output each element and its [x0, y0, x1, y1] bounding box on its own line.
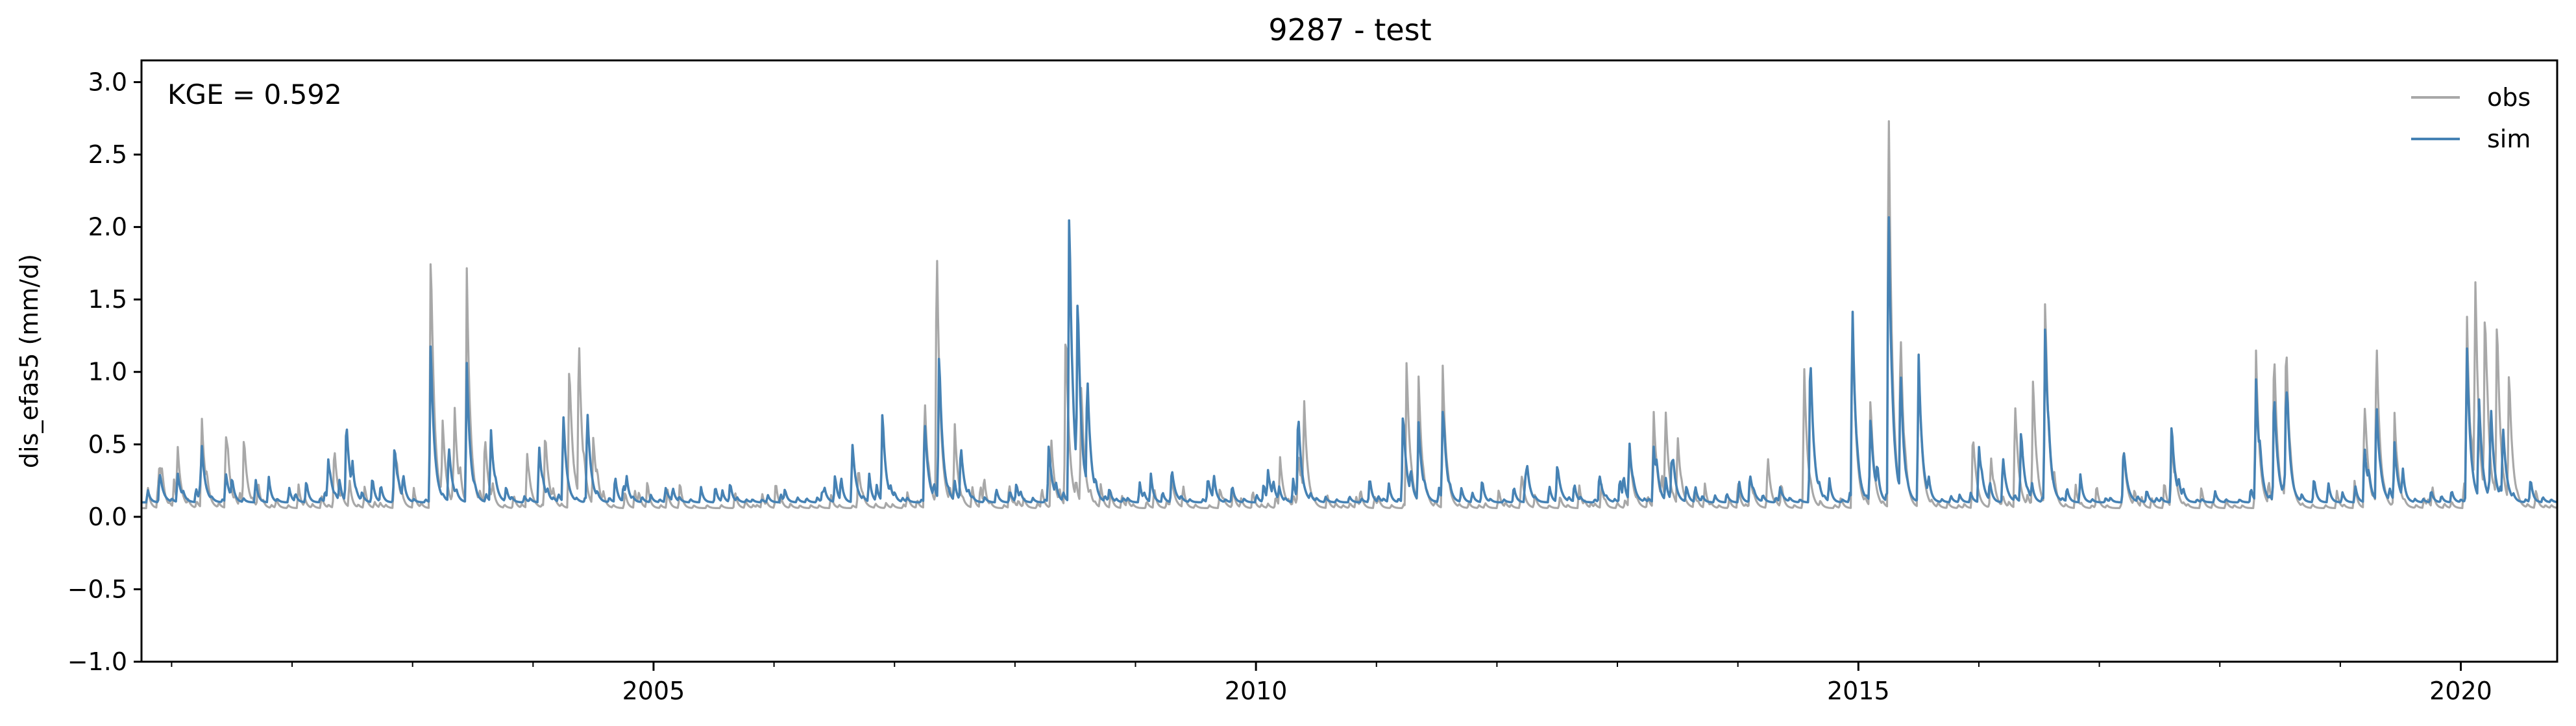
y-tick-label: 0.0	[88, 503, 127, 531]
y-tick-label: −0.5	[67, 575, 127, 603]
legend-label-obs: obs	[2487, 83, 2531, 112]
y-tick-label: 3.0	[88, 68, 127, 96]
y-tick-label: 2.5	[88, 140, 127, 169]
y-tick-label: −1.0	[67, 647, 127, 676]
x-tick-label: 2005	[622, 677, 685, 705]
y-axis-label: dis_efas5 (mm/d)	[15, 254, 43, 468]
chart-title: 9287 - test	[1268, 12, 1431, 47]
y-tick-label: 1.5	[88, 285, 127, 314]
x-tick-label: 2010	[1225, 677, 1288, 705]
y-tick-label: 1.0	[88, 358, 127, 386]
y-tick-label: 2.0	[88, 213, 127, 242]
x-tick-label: 2015	[1827, 677, 1890, 705]
legend-label-sim: sim	[2487, 125, 2531, 153]
kge-annotation: KGE = 0.592	[167, 79, 342, 110]
y-tick-label: 0.5	[88, 430, 127, 458]
x-tick-label: 2020	[2429, 677, 2492, 705]
